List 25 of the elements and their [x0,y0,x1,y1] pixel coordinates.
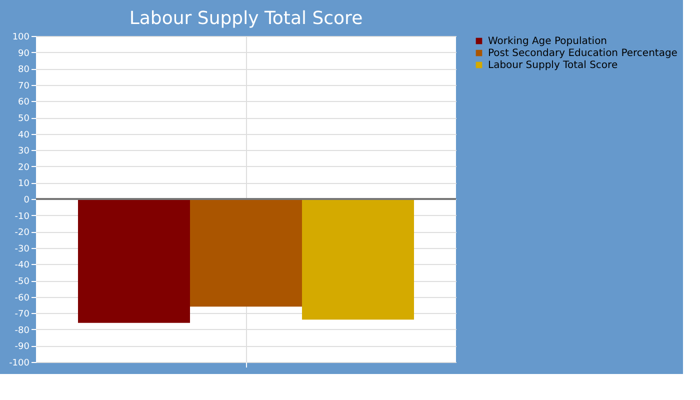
y-tick-label: 70 [18,81,30,92]
legend-label: Working Age Population [488,36,608,47]
y-tick-label: 100 [12,32,30,42]
y-tick-label: 80 [18,65,30,76]
y-tick-label: 20 [18,162,30,173]
chart-title: Labour Supply Total Score [129,8,363,29]
y-tick-label: -80 [14,326,30,336]
y-tick-label: 30 [18,146,30,157]
y-tick-label: -100 [9,358,30,368]
y-tick-label: -30 [14,244,30,254]
legend-label: Post Secondary Education Percentage [488,48,678,59]
y-tick-label: -90 [14,342,30,352]
y-tick-label: -70 [14,310,30,320]
y-tick-label: 40 [18,130,30,140]
y-tick-label: 90 [18,48,30,59]
y-tick-label: 0 [24,196,30,206]
y-tick-label: 10 [18,179,30,190]
y-tick-label: -60 [14,293,30,304]
y-tick-label: 50 [18,114,30,124]
legend-label: Labour Supply Total Score [488,60,618,71]
y-tick-label: -20 [14,228,30,238]
y-tick-label: -50 [14,277,30,287]
y-tick-label: -40 [14,260,30,271]
y-tick-label: 60 [18,98,30,108]
y-tick-label: -10 [14,212,30,222]
